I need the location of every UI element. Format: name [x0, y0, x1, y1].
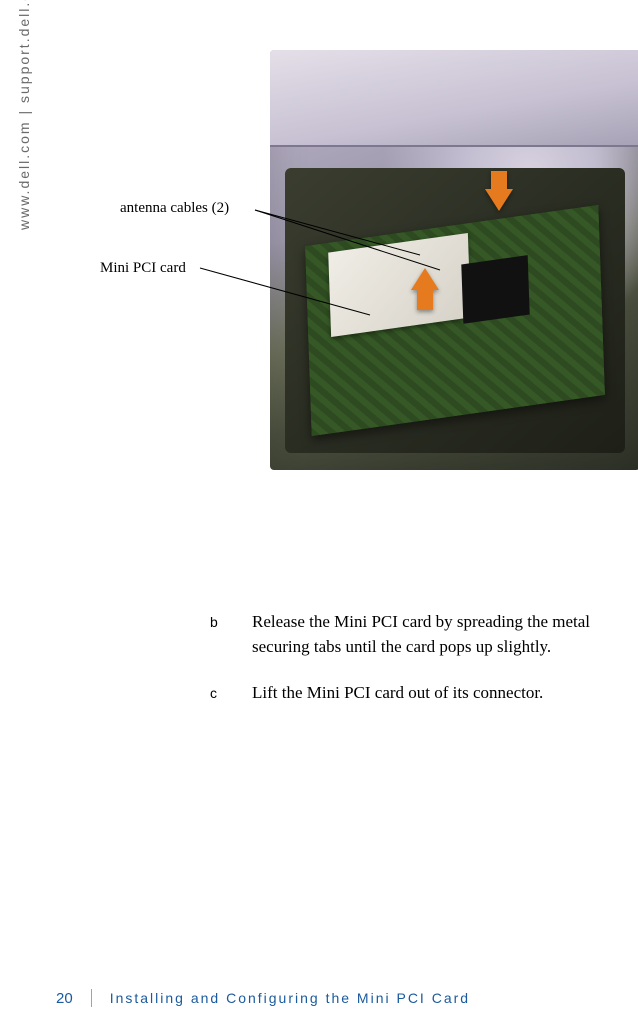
footer-section-title: Installing and Configuring the Mini PCI … [110, 990, 470, 1006]
step-letter: c [210, 681, 252, 706]
footer-divider [91, 989, 92, 1007]
step-letter: b [210, 610, 252, 659]
step-item: b Release the Mini PCI card by spreading… [210, 610, 620, 659]
sidebar-url: www.dell.com | support.dell.com [16, 0, 32, 230]
leader-lines [70, 40, 630, 520]
page-footer: 20 Installing and Configuring the Mini P… [56, 989, 470, 1007]
figure: antenna cables (2) Mini PCI card [70, 40, 630, 520]
steps-list: b Release the Mini PCI card by spreading… [210, 610, 620, 728]
step-text: Release the Mini PCI card by spreading t… [252, 610, 620, 659]
step-item: c Lift the Mini PCI card out of its conn… [210, 681, 620, 706]
step-text: Lift the Mini PCI card out of its connec… [252, 681, 620, 706]
page-number: 20 [56, 990, 73, 1007]
